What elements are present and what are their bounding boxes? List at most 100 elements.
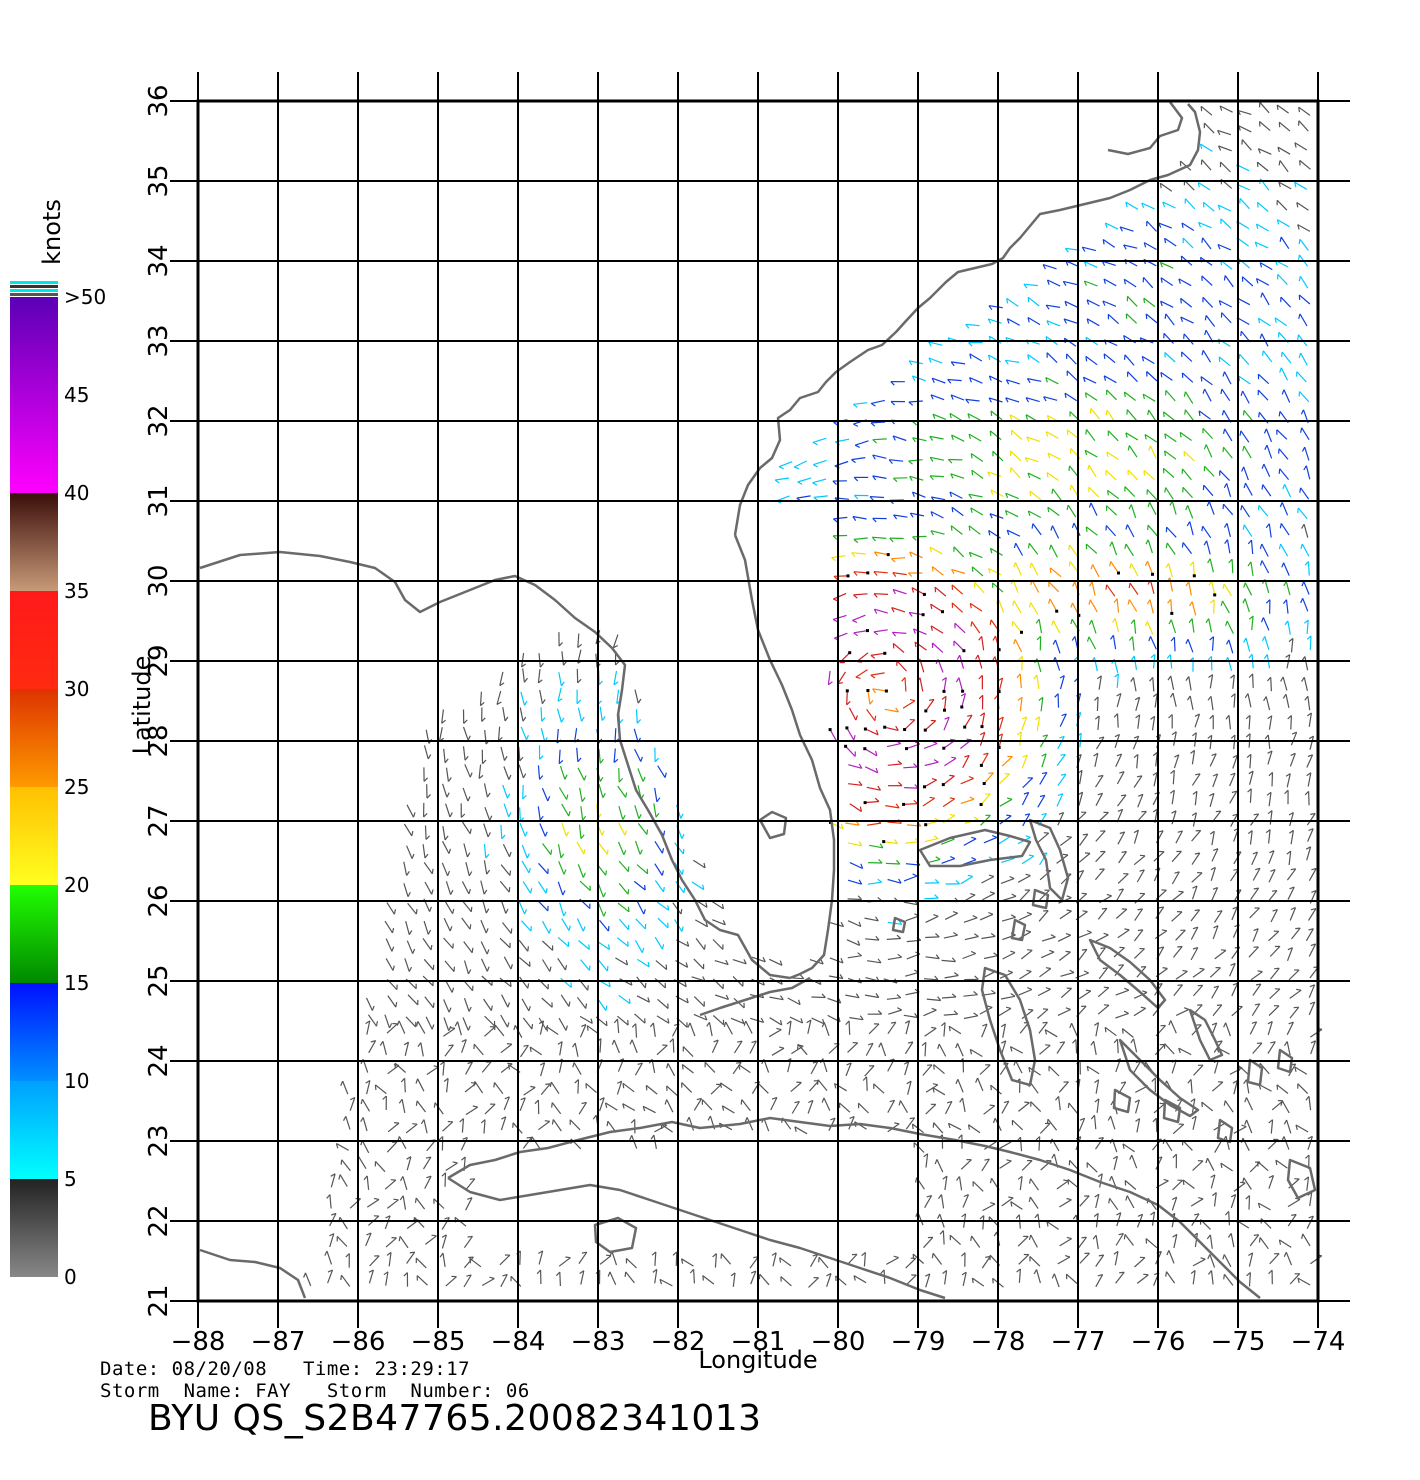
wind-vector-barb (1130, 1038, 1135, 1044)
wind-vector-barb (1107, 1115, 1112, 1121)
wind-vector (1085, 355, 1098, 366)
rain-flag-dot (942, 689, 946, 693)
wind-vector (1086, 429, 1096, 442)
wind-vector (1168, 563, 1173, 578)
wind-vector (1019, 673, 1022, 688)
wind-vector (503, 766, 510, 780)
wind-vector (1001, 916, 1016, 922)
wind-vector-barb (577, 643, 582, 649)
wind-vector (655, 960, 667, 971)
wind-vector-barb (1228, 558, 1233, 564)
wind-vector-barb (1243, 1079, 1248, 1085)
wind-vector-barb (549, 1081, 552, 1088)
wind-vector (1038, 910, 1049, 922)
wind-vector-barb (329, 1233, 335, 1237)
wind-vector (1071, 1022, 1078, 1037)
wind-vector-barb (1178, 1048, 1181, 1054)
wind-vector-barb (702, 1275, 704, 1281)
wind-vector-barb (1066, 835, 1072, 838)
x-tick-label: −80 (811, 1327, 866, 1357)
wind-vector (618, 883, 629, 895)
wind-vector (1308, 1001, 1316, 1016)
wind-vector-barb (1051, 488, 1054, 494)
wind-vector (905, 841, 920, 844)
wind-vector-barb (1248, 1252, 1253, 1257)
wind-vector-barb (851, 552, 856, 557)
wind-vector-barb (942, 1270, 947, 1274)
x-tick-label: −84 (491, 1327, 546, 1357)
wind-vector (1299, 313, 1308, 327)
wind-vector (968, 433, 982, 442)
x-tick-label: −81 (731, 1327, 786, 1357)
wind-vector-barb (933, 1064, 935, 1070)
wind-vector-barb (893, 514, 898, 520)
wind-vector-barb (989, 1104, 995, 1107)
wind-vector (1029, 1196, 1039, 1209)
wind-vector-barb (898, 1100, 901, 1106)
wind-vector-barb (980, 712, 985, 717)
wind-vector (990, 410, 1003, 421)
x-tick-label: −74 (1291, 1327, 1346, 1357)
wind-vector-barb (895, 725, 899, 731)
wind-vector-barb (1304, 790, 1310, 796)
wind-vector-barb (1297, 1277, 1300, 1284)
wind-vector (674, 842, 684, 855)
y-tick-label: 28 (144, 724, 174, 757)
wind-vector (1211, 831, 1215, 846)
x-tick-label: −86 (331, 1327, 386, 1357)
wind-vector (980, 752, 989, 766)
wind-vector (1077, 949, 1088, 961)
wind-vector (1178, 1047, 1192, 1056)
colorbar-label: 25 (64, 775, 89, 799)
wind-vector (868, 1023, 880, 1035)
coastline-andros (980, 966, 1037, 1087)
wind-vector-barb (604, 1102, 608, 1108)
wind-vector (872, 688, 887, 692)
wind-vector (807, 1019, 812, 1034)
wind-vector (1264, 636, 1270, 650)
wind-vector-barb (605, 870, 607, 876)
wind-vector-barb (1271, 890, 1277, 892)
wind-vector (1267, 750, 1273, 765)
wind-vector (873, 571, 888, 574)
wind-vector-barb (1006, 529, 1010, 536)
wind-vector-barb (1150, 654, 1156, 659)
wind-vector-barb (463, 719, 468, 724)
wind-vector (1107, 489, 1120, 500)
wind-vector-barb (583, 849, 586, 855)
wind-vector-barb (1280, 1100, 1283, 1106)
wind-vector (872, 475, 887, 479)
wind-vector-barb (340, 1159, 343, 1165)
y-tick-label: 22 (144, 1204, 174, 1237)
wind-vector-barb (929, 456, 934, 462)
wind-vector (810, 1061, 819, 1075)
wind-vector-barb (869, 496, 874, 501)
wind-vector (1093, 657, 1098, 672)
wind-vector (1104, 1026, 1117, 1037)
wind-vector-barb (1042, 734, 1048, 737)
rain-flag-dot (1151, 572, 1154, 576)
wind-vector (1134, 1257, 1146, 1268)
wind-vector (1309, 1192, 1313, 1207)
wind-vector (853, 537, 868, 540)
wind-vector (518, 764, 524, 779)
wind-vector (999, 773, 1010, 785)
wind-vector (1280, 296, 1292, 308)
wind-vector (1259, 262, 1273, 271)
wind-vector-barb (990, 1202, 996, 1205)
wind-vector-barb (1035, 716, 1040, 721)
wind-vector (769, 958, 783, 966)
wind-vector (1286, 947, 1294, 962)
wind-vector (1270, 1119, 1274, 1134)
wind-vector-barb (599, 758, 604, 764)
wind-vector (1229, 1067, 1243, 1075)
wind-vector (1267, 1021, 1273, 1036)
wind-vector-barb (531, 1024, 534, 1030)
wind-vector-barb (1293, 1006, 1299, 1009)
wind-vector (702, 1275, 715, 1285)
wind-vector-barb (383, 1271, 389, 1276)
wind-vector (1078, 852, 1091, 863)
wind-vector (367, 1014, 377, 1027)
wind-vector (598, 959, 608, 972)
